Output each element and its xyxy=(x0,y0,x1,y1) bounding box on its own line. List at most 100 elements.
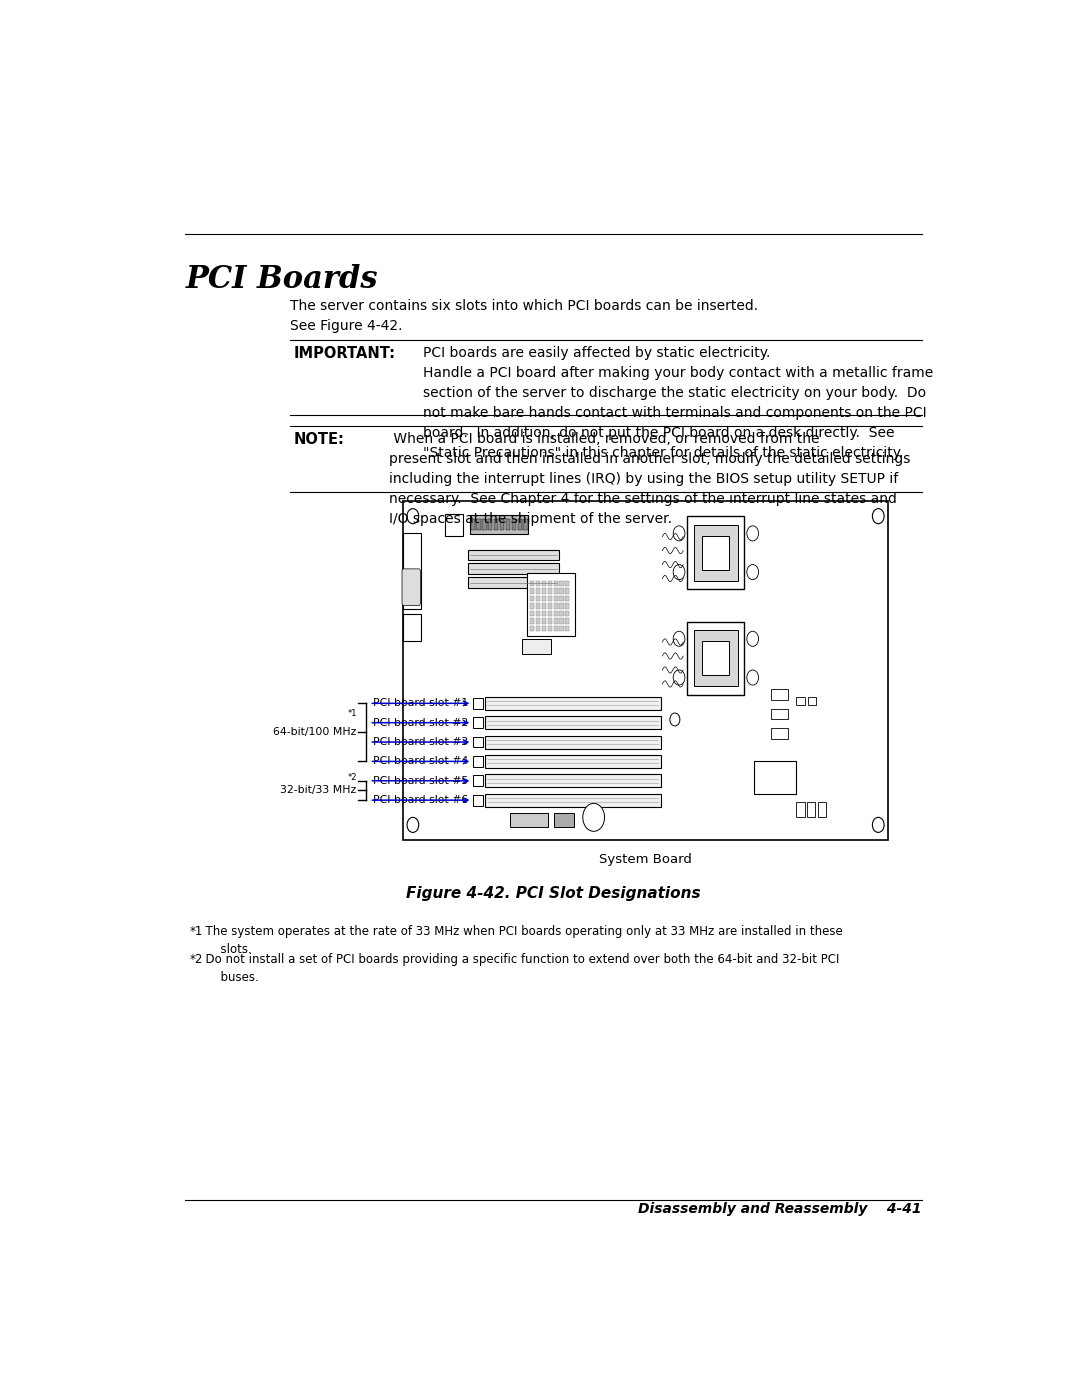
Bar xyxy=(524,520,527,529)
Text: Do not install a set of PCI boards providing a specific function to extend over : Do not install a set of PCI boards provi… xyxy=(198,953,839,983)
Bar xyxy=(530,595,535,601)
Text: Disassembly and Reassembly    4-41: Disassembly and Reassembly 4-41 xyxy=(638,1203,922,1217)
Bar xyxy=(702,641,729,675)
Bar xyxy=(488,520,492,529)
Bar xyxy=(445,514,463,535)
FancyBboxPatch shape xyxy=(402,569,420,605)
Bar xyxy=(548,604,552,609)
Bar xyxy=(530,581,535,587)
Bar xyxy=(754,761,796,793)
Bar xyxy=(530,619,535,623)
Text: PCI board slot #6: PCI board slot #6 xyxy=(373,795,468,805)
Bar xyxy=(485,793,661,806)
Bar xyxy=(554,581,557,587)
Bar xyxy=(554,610,557,616)
Bar xyxy=(694,525,738,581)
Bar xyxy=(807,802,815,817)
Bar xyxy=(468,549,558,560)
Bar xyxy=(403,615,421,641)
Bar xyxy=(473,756,483,767)
Bar xyxy=(565,588,569,594)
Bar xyxy=(485,697,661,710)
Bar xyxy=(542,610,546,616)
Bar xyxy=(473,698,483,708)
Bar xyxy=(548,626,552,631)
Bar xyxy=(485,717,661,729)
Bar xyxy=(530,610,535,616)
Bar xyxy=(512,520,516,529)
Bar xyxy=(470,515,528,535)
Bar xyxy=(702,535,729,570)
Bar xyxy=(771,708,788,719)
Bar xyxy=(554,619,557,623)
Bar xyxy=(536,619,540,623)
Bar xyxy=(554,588,557,594)
Text: PCI board slot #1: PCI board slot #1 xyxy=(373,698,468,708)
Text: PCI board slot #5: PCI board slot #5 xyxy=(373,775,468,785)
Text: Figure 4-42. PCI Slot Designations: Figure 4-42. PCI Slot Designations xyxy=(406,886,701,901)
Bar xyxy=(565,581,569,587)
Bar xyxy=(403,534,421,609)
Bar xyxy=(530,604,535,609)
Bar xyxy=(565,604,569,609)
Bar xyxy=(542,595,546,601)
Bar xyxy=(554,626,557,631)
Circle shape xyxy=(747,671,758,685)
Bar xyxy=(542,588,546,594)
Bar xyxy=(694,630,738,686)
Bar xyxy=(494,520,498,529)
Bar xyxy=(559,581,564,587)
Bar xyxy=(505,520,510,529)
Bar xyxy=(559,604,564,609)
Text: PCI board slot #4: PCI board slot #4 xyxy=(373,756,468,767)
Bar xyxy=(485,736,661,749)
Text: IMPORTANT:: IMPORTANT: xyxy=(294,346,396,362)
Text: NOTE:: NOTE: xyxy=(294,432,345,447)
Bar xyxy=(536,610,540,616)
Bar xyxy=(559,588,564,594)
Bar xyxy=(548,588,552,594)
Bar xyxy=(536,581,540,587)
Text: PCI board slot #2: PCI board slot #2 xyxy=(373,718,468,728)
Circle shape xyxy=(747,564,758,580)
Bar xyxy=(473,775,483,787)
Circle shape xyxy=(407,509,419,524)
Bar xyxy=(471,520,475,529)
Bar xyxy=(527,573,576,636)
Bar xyxy=(559,610,564,616)
Circle shape xyxy=(670,712,680,726)
Bar xyxy=(548,581,552,587)
Bar xyxy=(818,802,826,817)
Bar xyxy=(565,595,569,601)
Circle shape xyxy=(873,509,885,524)
Text: The server contains six slots into which PCI boards can be inserted.
See Figure : The server contains six slots into which… xyxy=(289,299,758,334)
Bar xyxy=(536,588,540,594)
Text: 32-bit/33 MHz: 32-bit/33 MHz xyxy=(280,785,356,795)
Bar xyxy=(468,577,558,588)
Text: *1: *1 xyxy=(189,925,203,937)
Bar xyxy=(536,604,540,609)
Bar xyxy=(473,795,483,806)
Bar xyxy=(565,610,569,616)
Text: System Board: System Board xyxy=(599,852,692,866)
Bar xyxy=(510,813,548,827)
Bar xyxy=(559,619,564,623)
Text: When a PCI board is installed, removed, or removed from the
present slot and the: When a PCI board is installed, removed, … xyxy=(389,432,910,527)
Bar xyxy=(548,595,552,601)
Bar xyxy=(796,802,805,817)
Text: *2: *2 xyxy=(189,953,203,965)
Text: *1: *1 xyxy=(348,708,356,718)
Circle shape xyxy=(873,817,885,833)
Bar xyxy=(500,520,504,529)
Bar xyxy=(476,520,481,529)
Text: The system operates at the rate of 33 MHz when PCI boards operating only at 33 M: The system operates at the rate of 33 MH… xyxy=(198,925,842,956)
Text: 64-bit/100 MHz: 64-bit/100 MHz xyxy=(272,728,356,738)
Circle shape xyxy=(583,803,605,831)
Bar xyxy=(554,604,557,609)
Bar xyxy=(554,595,557,601)
Bar xyxy=(771,728,788,739)
Bar xyxy=(548,619,552,623)
Circle shape xyxy=(747,525,758,541)
Bar xyxy=(808,697,816,705)
Bar xyxy=(485,774,661,788)
